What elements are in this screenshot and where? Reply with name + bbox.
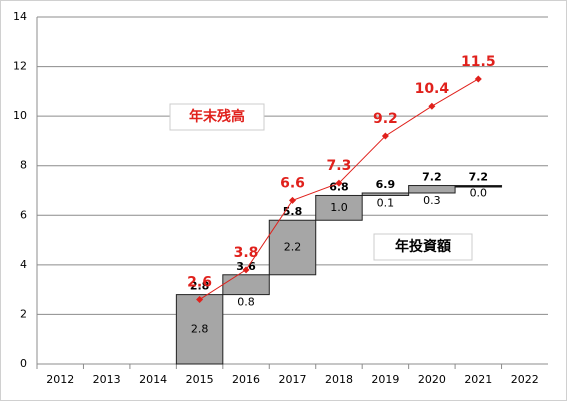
x-tick-label: 2017 [279, 373, 307, 386]
bar-value-label: 0.8 [237, 296, 255, 309]
line-marker [381, 132, 389, 140]
annotation-box [373, 233, 473, 261]
line-marker [242, 266, 250, 274]
plot-area: 0 2 4 6 8 10 12 14 2012 2013 2014 2015 2016 2017 2018 2… [13, 10, 548, 386]
x-tick-label: 2016 [232, 373, 260, 386]
x-tick-label: 2014 [139, 373, 167, 386]
bar-value-label: 0.1 [377, 196, 395, 209]
line-value-label: 2.6 [187, 275, 212, 291]
bar-value-label: 1.0 [330, 201, 348, 214]
bar [175, 294, 224, 365]
x-tick-label: 2021 [464, 373, 492, 386]
bar [361, 192, 410, 196]
line-value-label: 7.3 [327, 158, 352, 174]
line-marker [196, 296, 204, 304]
x-tick-label: 2015 [186, 373, 214, 386]
line-value-label: 6.6 [280, 175, 305, 191]
y-tick-label: 4 [20, 258, 27, 271]
y-tick-label: 6 [20, 208, 27, 221]
bar [315, 194, 363, 221]
y-tick-label: 12 [13, 60, 27, 73]
total-label: 7.2 [469, 171, 489, 184]
annotation-box [169, 103, 265, 131]
total-label: 6.8 [329, 180, 349, 193]
line-label: 年末残高 [189, 108, 245, 125]
bar [268, 219, 317, 276]
x-tick-label: 2012 [46, 373, 74, 386]
x-tick-label: 2020 [418, 373, 446, 386]
y-tick-label: 0 [20, 357, 27, 370]
line-marker [474, 75, 482, 83]
line-value-label: 10.4 [415, 81, 450, 97]
line-value-label: 11.5 [461, 54, 496, 70]
bar [454, 185, 503, 188]
y-tick-label: 2 [20, 307, 27, 320]
bar-value-label: 0.3 [423, 194, 441, 207]
line-value-label: 9.2 [373, 111, 398, 127]
x-tick-label: 2018 [325, 373, 353, 386]
total-label: 5.8 [283, 205, 303, 218]
bar-label: 年投資額 [395, 238, 451, 255]
line-marker [335, 179, 343, 187]
x-tick-label: 2019 [371, 373, 399, 386]
line-marker [428, 102, 436, 110]
bar-value-label: 2.8 [191, 322, 209, 335]
y-tick-label: 14 [13, 10, 27, 23]
bar-value-label: 0.0 [470, 187, 488, 200]
total-label: 6.9 [376, 178, 396, 191]
bar [408, 185, 456, 194]
bar [222, 274, 270, 296]
total-label: 7.2 [422, 171, 442, 184]
line-value-label: 3.8 [234, 245, 259, 261]
x-tick-label: 2013 [93, 373, 121, 386]
bar-value-label: 2.2 [284, 241, 302, 254]
y-tick-label: 8 [20, 159, 27, 172]
total-label: 2.8 [190, 280, 210, 293]
y-tick-label: 10 [13, 109, 27, 122]
x-tick-label: 2022 [511, 373, 539, 386]
line-marker [289, 196, 296, 204]
